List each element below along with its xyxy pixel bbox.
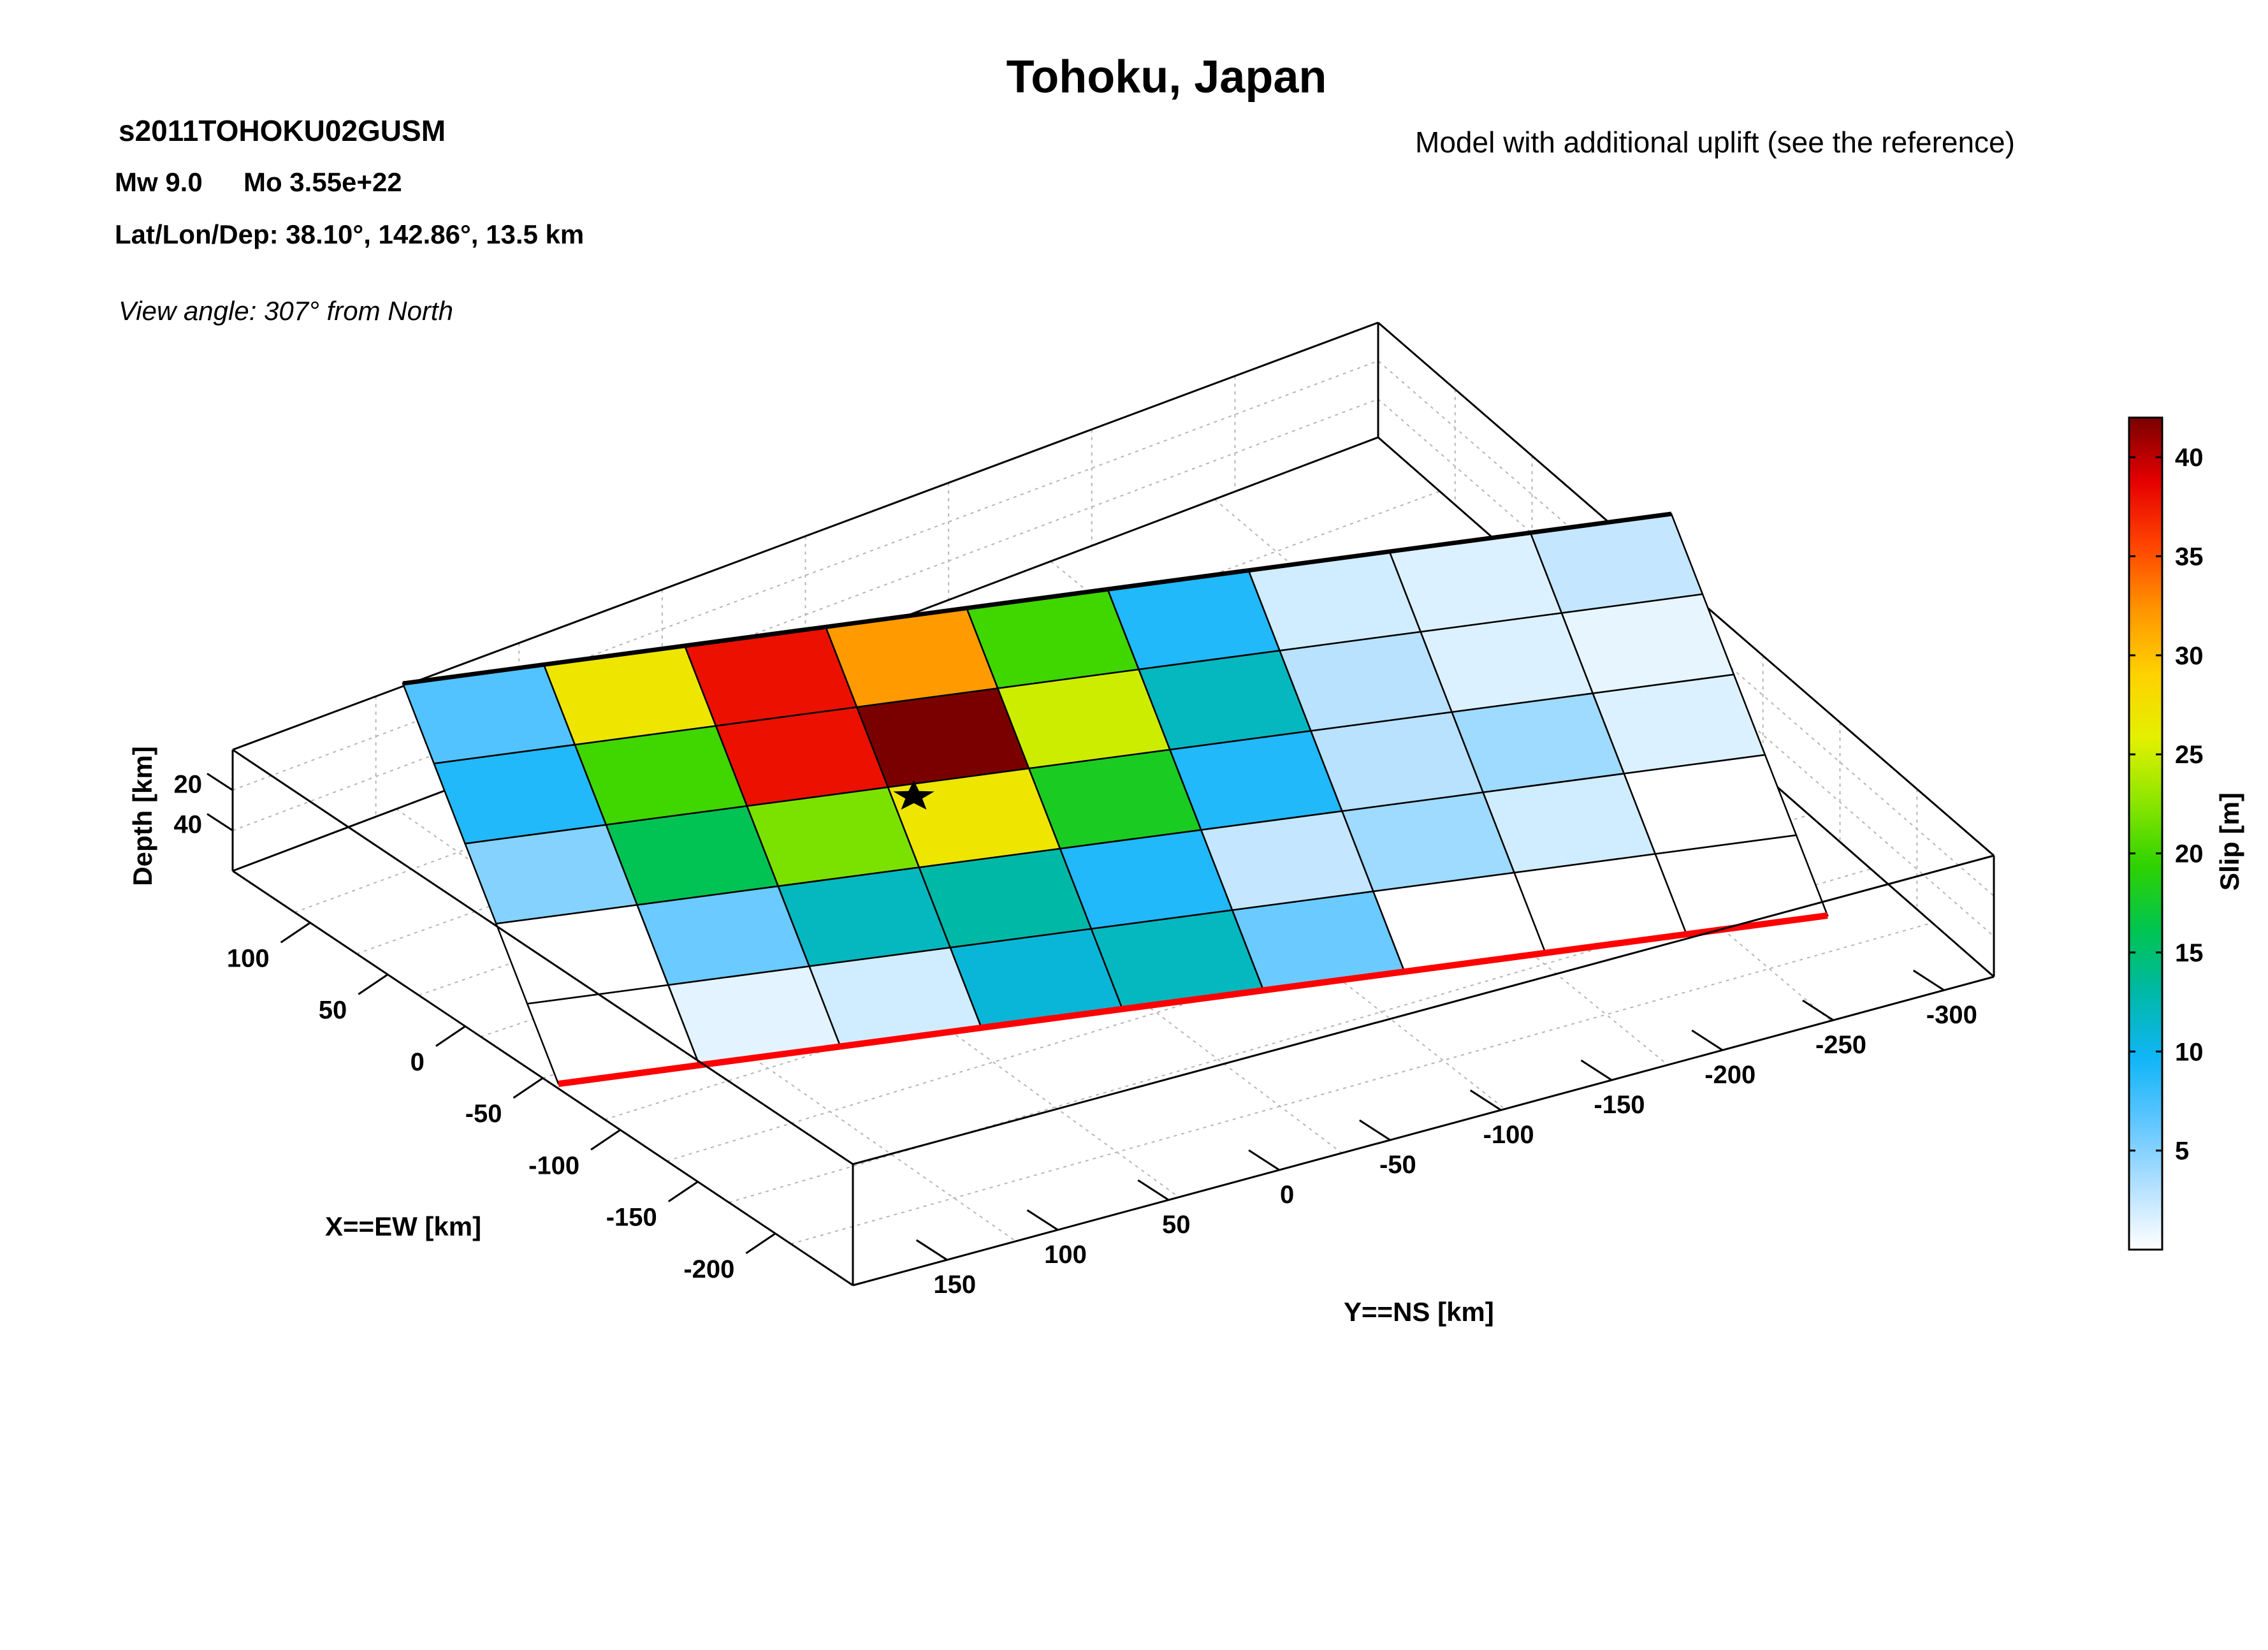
y-tick-mark [1469, 1089, 1502, 1111]
colorbar-tick-label: 35 [2175, 543, 2204, 571]
y-axis: 150 100 50 0 -50 -100 -150 -200 -250 -300 Y==NS [k… [915, 969, 1977, 1327]
floor-gridline [790, 922, 1933, 1245]
box-front-edge [852, 975, 1995, 1287]
y-tick-label: 0 [1280, 1181, 1294, 1209]
x-axis-label: X==EW [km] [325, 1211, 481, 1241]
y-tick-label: -300 [1926, 1001, 1977, 1029]
x-tick-label: 100 [227, 944, 270, 972]
fault-top-edge [402, 511, 1672, 686]
y-tick-label: 100 [1044, 1241, 1087, 1269]
y-tick-label: 150 [933, 1271, 976, 1299]
y-tick-label: 50 [1162, 1211, 1191, 1239]
fault-trace-line [558, 912, 1828, 1087]
z-tick-label: 40 [174, 811, 203, 839]
z-axis-label: Depth [km] [127, 746, 157, 886]
colorbar-tick-label: 20 [2175, 840, 2204, 868]
colorbar-label: Slip [m] [2214, 792, 2244, 891]
x-tick-mark [745, 1232, 776, 1254]
box-front-edge [232, 748, 854, 1165]
y-tick-mark [1912, 969, 1945, 991]
model-note: Model with additional uplift (see the re… [1415, 126, 2015, 159]
y-tick-mark [1248, 1149, 1280, 1171]
y-tick-mark [1580, 1059, 1613, 1081]
hypocenter-location: Lat/Lon/Dep: 38.10°, 142.86°, 13.5 km [115, 219, 585, 249]
model-id: s2011TOHOKU02GUSM [119, 114, 446, 147]
z-tick-mark [207, 773, 233, 791]
x-axis: 100 50 0 -50 -100 -150 -200 X==EW [km] [227, 922, 776, 1283]
x-tick-label: -150 [606, 1204, 657, 1232]
x-tick-mark [435, 1025, 466, 1047]
plot-box-front [231, 748, 1995, 1287]
colorbar-tick-label: 5 [2175, 1137, 2189, 1165]
z-tick-label: 20 [174, 770, 203, 798]
x-tick-mark [358, 974, 389, 995]
seismic-moment: Mo 3.55e+22 [244, 167, 402, 197]
z-axis: 20 40 Depth [km] [127, 746, 233, 886]
x-tick-mark [667, 1181, 699, 1202]
x-tick-label: 50 [319, 997, 347, 1025]
y-axis-label: Y==NS [km] [1344, 1297, 1494, 1327]
x-tick-mark [512, 1077, 544, 1099]
colorbar-scale [2128, 416, 2163, 1251]
box-front-edge [852, 854, 1995, 1165]
y-tick-mark [1359, 1119, 1391, 1141]
y-tick-mark [1026, 1209, 1059, 1231]
colorbar-tick-label: 15 [2175, 939, 2204, 967]
back-wall-gridline [232, 360, 1995, 897]
y-tick-label: -50 [1379, 1151, 1416, 1179]
y-tick-mark [1802, 999, 1834, 1021]
fault-outline [402, 511, 1828, 1087]
colorbar-tick-label: 30 [2175, 642, 2204, 670]
x-tick-label: -200 [683, 1255, 734, 1283]
x-tick-label: 0 [411, 1048, 425, 1076]
y-tick-mark [915, 1239, 948, 1261]
chart-title: Tohoku, Japan [1006, 52, 1327, 103]
colorbar-tick-label: 10 [2175, 1038, 2204, 1066]
y-tick-label: -150 [1594, 1091, 1645, 1119]
hypocenter-star [893, 780, 934, 810]
x-tick-mark [590, 1129, 621, 1151]
x-tick-mark [280, 922, 311, 944]
y-tick-label: -100 [1483, 1121, 1534, 1149]
colorbar-tick-label: 25 [2175, 741, 2204, 769]
moment-magnitude: Mw 9.0 [115, 167, 203, 197]
view-angle: View angle: 307° from North [119, 296, 453, 326]
x-tick-label: -50 [465, 1100, 502, 1128]
x-tick-label: -100 [528, 1151, 579, 1179]
colorbar-tick-label: 40 [2175, 444, 2204, 472]
y-tick-mark [1691, 1029, 1724, 1051]
colorbar: 5 10 15 20 25 30 35 40 Slip [m] [2128, 416, 2244, 1251]
y-tick-label: -250 [1815, 1031, 1866, 1059]
y-tick-label: -200 [1705, 1061, 1756, 1089]
fault-slip-cells [402, 513, 1829, 1085]
z-tick-mark [207, 813, 233, 831]
y-tick-mark [1137, 1179, 1170, 1201]
